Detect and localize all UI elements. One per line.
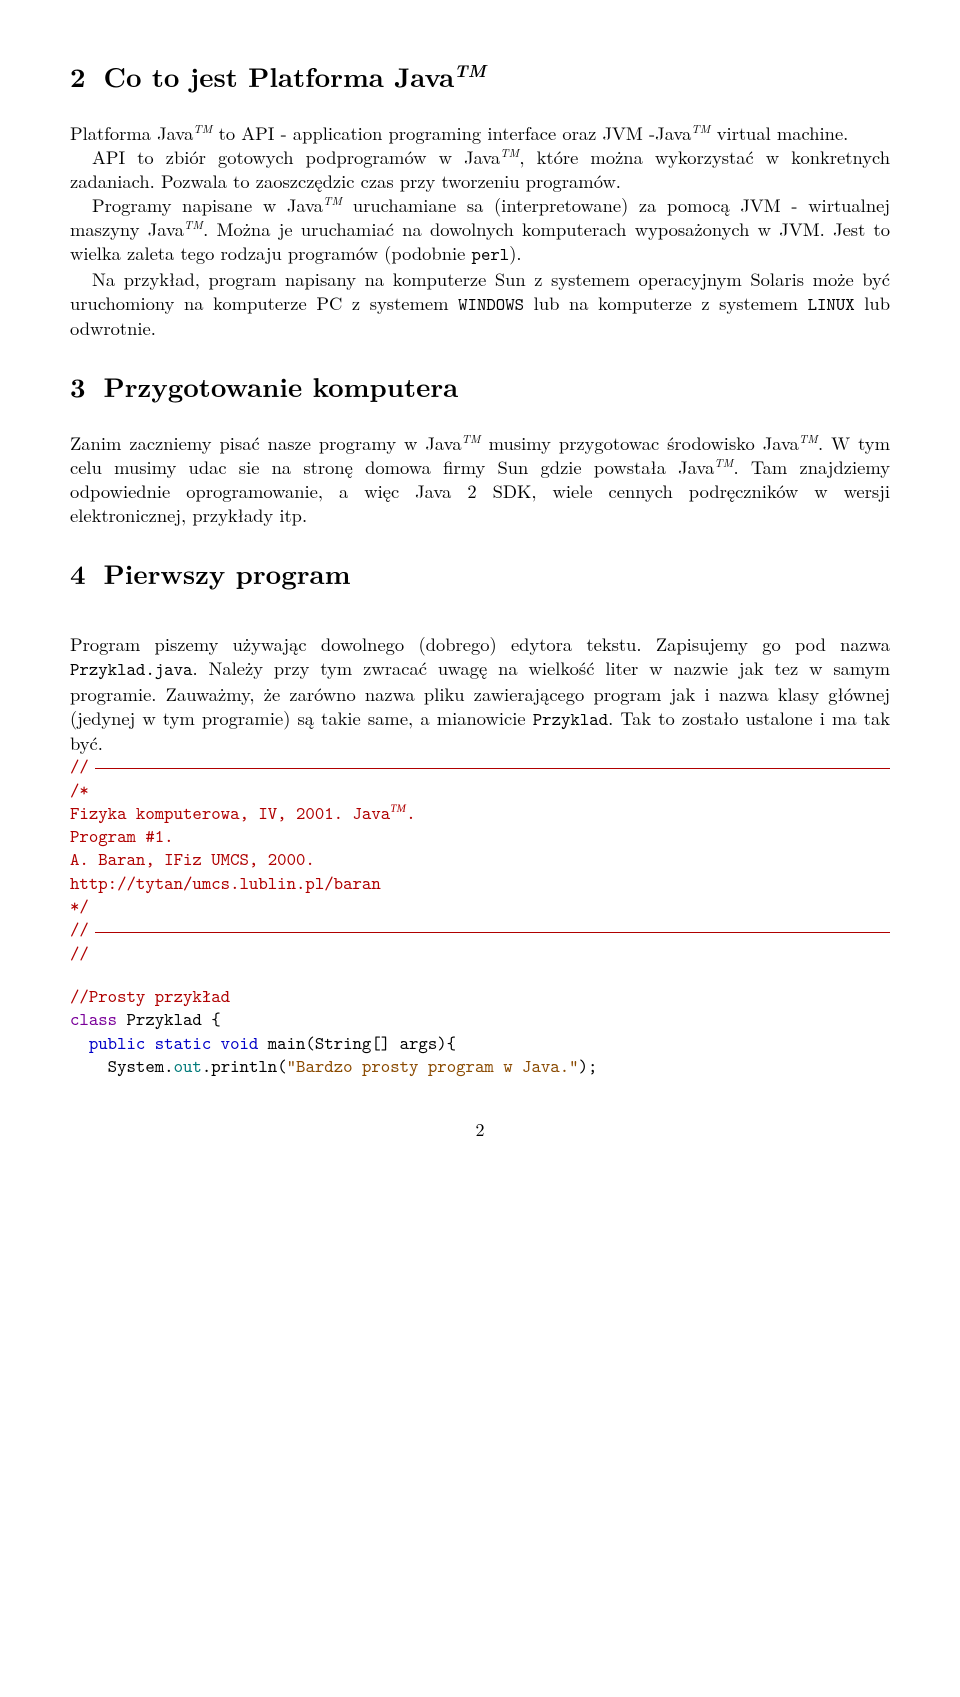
code-comment-prosty: //Prosty przykład xyxy=(70,985,890,1008)
code-open-comment: /∗ xyxy=(70,778,89,802)
code-line-main: public static void main(String[] args){ xyxy=(70,1032,890,1055)
code-line-println: System.out.println("Bardzo prosty progra… xyxy=(70,1055,890,1078)
code-comment-rule-2: // xyxy=(70,918,890,941)
code-comment-slashslash: // xyxy=(70,942,890,965)
para-4: Na przykład, program napisany na kompute… xyxy=(70,267,890,340)
para-5: Zanim zaczniemy pisać nasze programy w J… xyxy=(70,431,890,527)
code-comment-line-4: http://tytan/umcs.lublin.pl/baran xyxy=(70,872,890,895)
section-2-heading: 2 Co to jest Platforma JavaTM xyxy=(70,58,890,93)
section-3-heading: 3 Przygotowanie komputera xyxy=(70,368,890,403)
code-line-class: class Przyklad { xyxy=(70,1008,890,1031)
code-comment-line-1: Fizyka komputerowa, IV, 2001. JavaTM. xyxy=(70,802,890,825)
section-2-title-text: Co to jest Platforma Java xyxy=(104,56,455,95)
section-4-heading: 4 Pierwszy program xyxy=(70,555,890,590)
code-comment-rule-1: // xyxy=(70,755,890,778)
section-4-number: 4 xyxy=(70,553,86,592)
code-comment-line-2: Program #1. xyxy=(70,825,890,848)
para-1: Platforma JavaTM to API - application pr… xyxy=(70,121,890,145)
para-6: Program piszemy używając dowolnego (dobr… xyxy=(70,632,890,755)
section-3-number: 3 xyxy=(70,366,86,405)
tm-superscript: TM xyxy=(454,59,486,83)
code-close-comment: ∗/ xyxy=(70,894,89,918)
section-2-number: 2 xyxy=(70,56,86,95)
code-comment-line-3: A. Baran, IFiz UMCS, 2000. xyxy=(70,848,890,871)
para-2: API to zbiór gotowych podprogramów w Jav… xyxy=(70,145,890,193)
section-3-title-text: Przygotowanie komputera xyxy=(104,366,459,405)
code-listing: // /∗ Fizyka komputerowa, IV, 2001. Java… xyxy=(70,755,890,1078)
para-3: Programy napisane w JavaTM uruchamiane s… xyxy=(70,193,890,266)
section-4-title-text: Pierwszy program xyxy=(104,553,351,592)
page-number: 2 xyxy=(70,1118,890,1141)
